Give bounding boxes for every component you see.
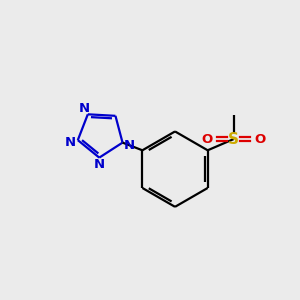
Text: N: N	[93, 158, 104, 172]
Text: N: N	[124, 139, 135, 152]
Text: N: N	[65, 136, 76, 148]
Text: O: O	[202, 133, 213, 146]
Text: O: O	[254, 133, 266, 146]
Text: S: S	[228, 132, 239, 147]
Text: N: N	[78, 102, 89, 115]
